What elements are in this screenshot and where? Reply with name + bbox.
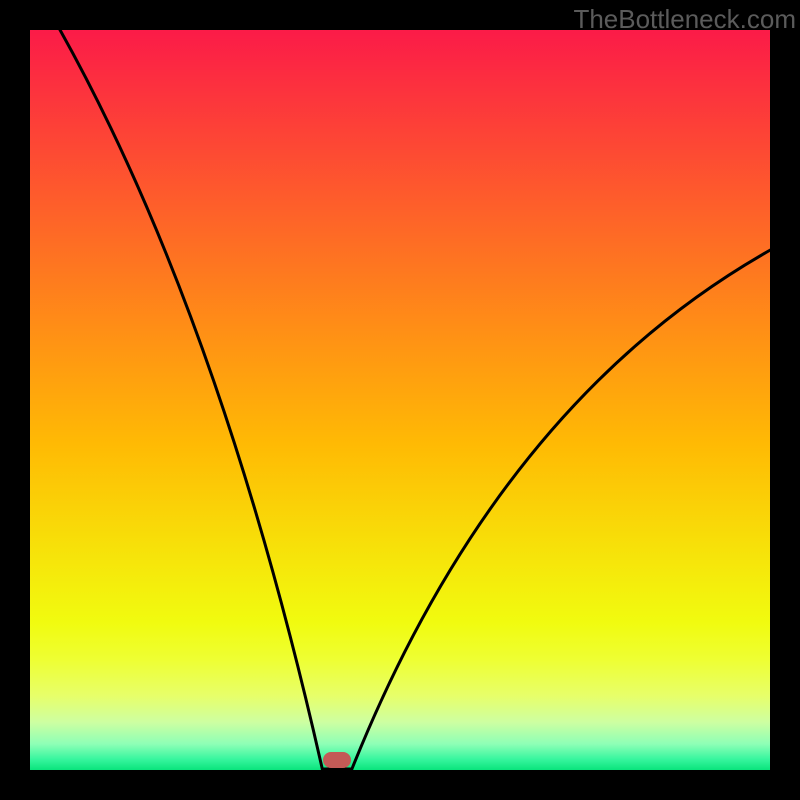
plot-area <box>30 30 770 770</box>
watermark-text: TheBottleneck.com <box>573 4 796 35</box>
plot-svg <box>30 30 770 770</box>
optimum-marker <box>323 752 351 768</box>
